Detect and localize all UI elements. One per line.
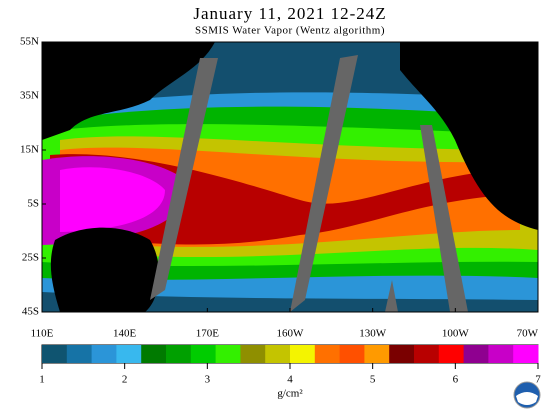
colorbar-segment <box>414 345 440 363</box>
lon-label: 110E <box>31 328 54 340</box>
colorbar-segment <box>42 345 68 363</box>
colorbar-segment <box>339 345 365 363</box>
colorbar-segment <box>488 345 514 363</box>
lat-label: 55N <box>20 36 39 48</box>
lon-label: 70W <box>517 328 539 340</box>
lon-label: 170E <box>196 328 220 340</box>
colorbar-segment <box>314 345 341 363</box>
lat-label: 45S <box>22 306 39 318</box>
colorbar-tick-label: 2 <box>122 374 128 386</box>
colorbar-tick-label: 7 <box>535 374 541 386</box>
colorbar-segment <box>513 345 539 363</box>
colorbar-segment <box>116 345 142 363</box>
title: January 11, 2021 12-24Z <box>193 4 386 23</box>
colorbar-segment <box>190 345 217 363</box>
colorbar-segment <box>290 345 316 363</box>
colorbar-segment <box>463 345 489 363</box>
lon-label: 130W <box>359 328 387 340</box>
colorbar-tick-label: 3 <box>205 374 211 386</box>
colorbar-segment <box>91 345 117 363</box>
colorbar-segment <box>438 345 465 363</box>
colorbar-segment <box>389 345 415 363</box>
lon-label: 140E <box>113 328 137 340</box>
lat-label: 5S <box>27 198 39 210</box>
colorbar-unit: g/cm² <box>277 388 303 400</box>
colorbar-segment <box>166 345 192 363</box>
colorbar-tick-label: 6 <box>453 374 459 386</box>
lat-label: 35N <box>20 90 39 102</box>
colorbar-segment <box>141 345 167 363</box>
map-image <box>42 42 538 312</box>
lat-label: 15N <box>20 144 39 156</box>
colorbar-tick-label: 5 <box>370 374 376 386</box>
colorbar-segment <box>215 345 241 363</box>
colorbar-segment <box>240 345 266 363</box>
colorbar-segment <box>265 345 291 363</box>
noaa-logo <box>513 381 541 409</box>
lat-label: 25S <box>22 252 39 264</box>
subtitle: SSMIS Water Vapor (Wentz algorithm) <box>195 25 385 37</box>
colorbar-segment <box>66 345 93 363</box>
lon-label: 100W <box>442 328 470 340</box>
colorbar-segment <box>364 345 390 363</box>
colorbar-tick-label: 1 <box>39 374 45 386</box>
colorbar-tick-label: 4 <box>287 374 293 386</box>
lon-label: 160W <box>277 328 305 340</box>
